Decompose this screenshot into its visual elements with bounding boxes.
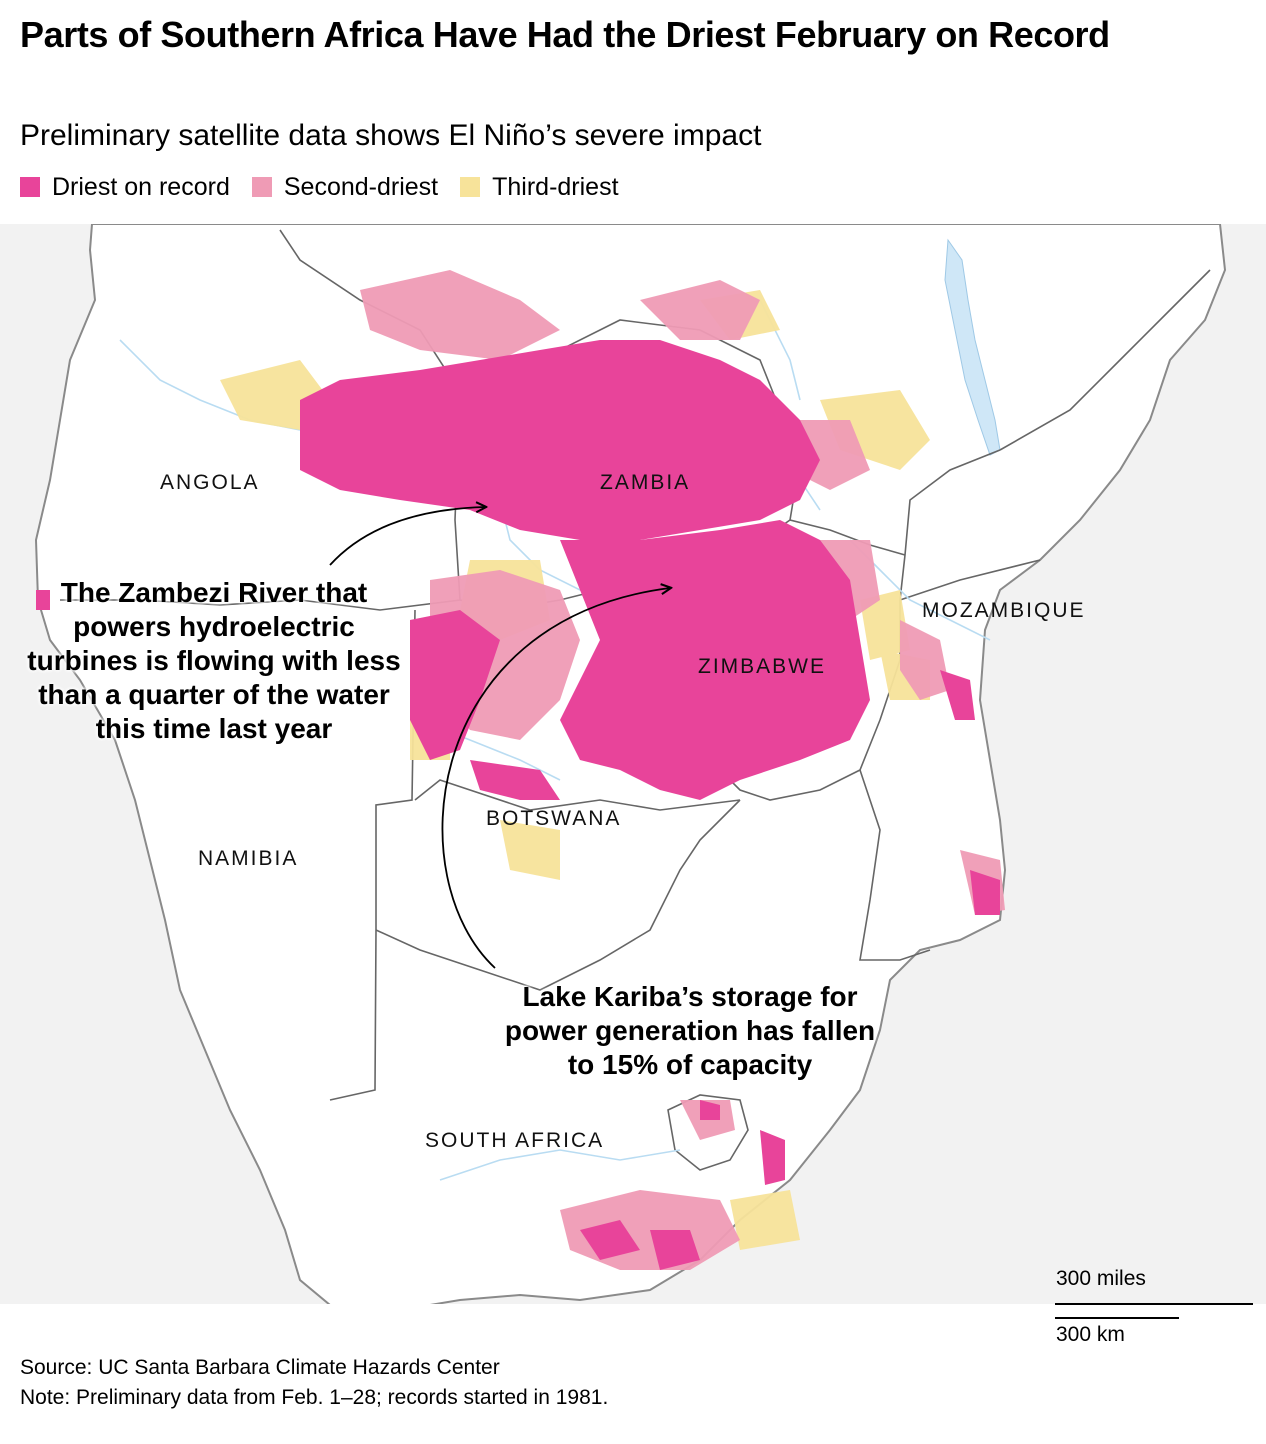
annotation-zambezi: The Zambezi River that powers hydroelect… bbox=[27, 577, 401, 744]
scale-label-miles: 300 miles bbox=[1056, 1267, 1146, 1290]
source-note: Source: UC Santa Barbara Climate Hazards… bbox=[20, 1356, 500, 1379]
map: ANGOLA ZAMBIA MOZAMBIQUE ZIMBABWE BOTSWA… bbox=[0, 224, 1266, 1346]
scale-bar-km bbox=[1055, 1317, 1179, 1319]
legend-swatch-third-driest bbox=[460, 177, 481, 197]
kariba-arrow bbox=[441, 588, 670, 969]
legend-swatch-driest bbox=[20, 177, 40, 197]
chart-title: Parts of Southern Africa Have Had the Dr… bbox=[20, 14, 1110, 55]
legend-label-driest: Driest on record bbox=[52, 172, 230, 201]
legend-item-third-driest: Third-driest bbox=[460, 172, 619, 202]
legend-item-driest: Driest on record bbox=[20, 173, 230, 202]
zambezi-arrow bbox=[329, 507, 485, 566]
country-label-zambia: ZAMBIA bbox=[600, 471, 691, 494]
country-label-south-africa: SOUTH AFRICA bbox=[425, 1129, 605, 1152]
country-label-namibia: NAMIBIA bbox=[198, 847, 299, 870]
country-label-zimbabwe: ZIMBABWE bbox=[698, 655, 827, 678]
scale-bar-miles bbox=[1055, 1303, 1253, 1305]
country-label-angola: ANGOLA bbox=[160, 471, 260, 494]
scale-label-km: 300 km bbox=[1056, 1323, 1125, 1346]
map-svg bbox=[0, 224, 1266, 1304]
legend-label-second-driest: Second-driest bbox=[283, 172, 439, 201]
driest-on-record-areas bbox=[36, 340, 1000, 1270]
legend-item-second-driest: Second-driest bbox=[251, 172, 439, 202]
chart-subtitle: Preliminary satellite data shows El Niño… bbox=[20, 119, 762, 152]
data-note: Note: Preliminary data from Feb. 1–28; r… bbox=[20, 1386, 609, 1409]
country-label-mozambique: MOZAMBIQUE bbox=[922, 599, 1086, 622]
country-label-botswana: BOTSWANA bbox=[486, 807, 622, 830]
legend: Driest on record Second-driest Third-dri… bbox=[20, 170, 641, 204]
legend-label-third-driest: Third-driest bbox=[492, 172, 619, 201]
legend-swatch-second-driest bbox=[251, 177, 272, 197]
annotation-kariba: Lake Kariba’s storage for power generati… bbox=[504, 981, 876, 1080]
